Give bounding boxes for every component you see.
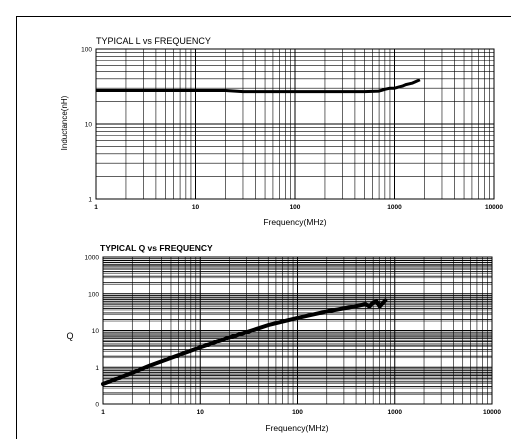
- chart1-grid: [96, 49, 494, 199]
- y-tick-label: 10: [92, 328, 100, 335]
- x-tick-label: 1: [101, 409, 105, 416]
- chart1-title: TYPICAL L vs FREQUENCY: [96, 36, 211, 46]
- chart2-y-label: Q: [66, 331, 73, 341]
- chart1-y-label: Inductance(nH): [60, 95, 69, 150]
- x-tick-label: 1000: [387, 204, 402, 211]
- y-tick-label: 1000: [85, 255, 100, 262]
- chart2-grid: [103, 257, 492, 404]
- chart2-x-label: Frequency(MHz): [265, 423, 328, 433]
- chart1-series-line: [96, 80, 420, 92]
- x-tick-label: 10: [192, 204, 200, 211]
- y-tick-label: 1: [95, 365, 99, 372]
- y-tick-label: 10: [85, 122, 93, 129]
- x-tick-label: 10: [197, 409, 205, 416]
- inductance-chart: TYPICAL L vs FREQUENCY Inductance(nH) Fr…: [60, 36, 503, 227]
- x-tick-label: 1: [94, 204, 98, 211]
- y-tick-label: 100: [81, 47, 92, 54]
- y-tick-label: 1: [88, 197, 92, 204]
- x-tick-label: 1000: [388, 409, 403, 416]
- q-chart: TYPICAL Q vs FREQUENCY Q Frequency(MHz) …: [66, 243, 501, 433]
- chart1-x-label: Frequency(MHz): [263, 217, 326, 227]
- y-tick-label: 0: [95, 402, 99, 409]
- chart2-title: TYPICAL Q vs FREQUENCY: [100, 243, 213, 253]
- x-tick-label: 100: [292, 409, 303, 416]
- x-tick-label: 100: [290, 204, 301, 211]
- x-tick-label: 10000: [483, 409, 501, 416]
- y-tick-label: 100: [88, 291, 99, 298]
- x-tick-label: 10000: [485, 204, 503, 211]
- chart1-ticks: 1 10 100 1000 10000 1 10 100: [81, 47, 503, 212]
